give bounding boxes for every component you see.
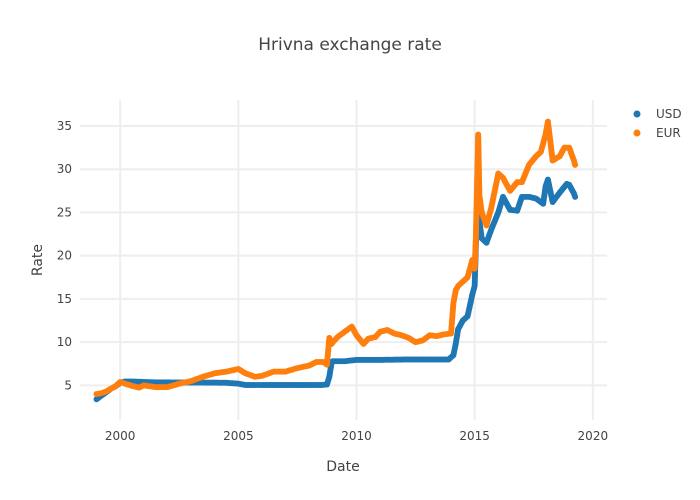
tick-label-layer: 2000 2005 2010 2015 2020 5 10 15 20 25 30 35	[57, 119, 608, 443]
x-axis-title: Date	[326, 459, 359, 475]
legend-marker-usd	[633, 110, 641, 118]
x-tick-label: 2020	[578, 429, 609, 443]
chart-title: Hrivna exchange rate	[258, 35, 442, 55]
y-axis-title: Rate	[30, 244, 46, 276]
data-point-usd	[572, 193, 579, 200]
x-tick-label: 2005	[223, 429, 254, 443]
y-tick-label: 5	[64, 378, 72, 392]
y-tick-label: 15	[57, 292, 72, 306]
y-tick-label: 30	[57, 162, 72, 176]
legend-marker-eur	[633, 129, 641, 137]
y-tick-label: 25	[57, 205, 72, 219]
y-tick-label: 10	[57, 335, 72, 349]
x-tick-label: 2015	[459, 429, 490, 443]
x-tick-label: 2000	[105, 429, 136, 443]
legend-label-usd: USD	[656, 107, 682, 121]
legend: USD EUR	[633, 107, 682, 140]
legend-item-eur[interactable]: EUR	[633, 126, 681, 140]
legend-item-usd[interactable]: USD	[633, 107, 682, 121]
y-tick-label: 35	[57, 119, 72, 133]
legend-label-eur: EUR	[656, 126, 681, 140]
data-points-layer	[93, 118, 579, 403]
x-tick-label: 2010	[341, 429, 372, 443]
y-tick-label: 20	[57, 249, 72, 263]
data-point-eur	[572, 161, 579, 168]
series-eur	[93, 118, 579, 398]
